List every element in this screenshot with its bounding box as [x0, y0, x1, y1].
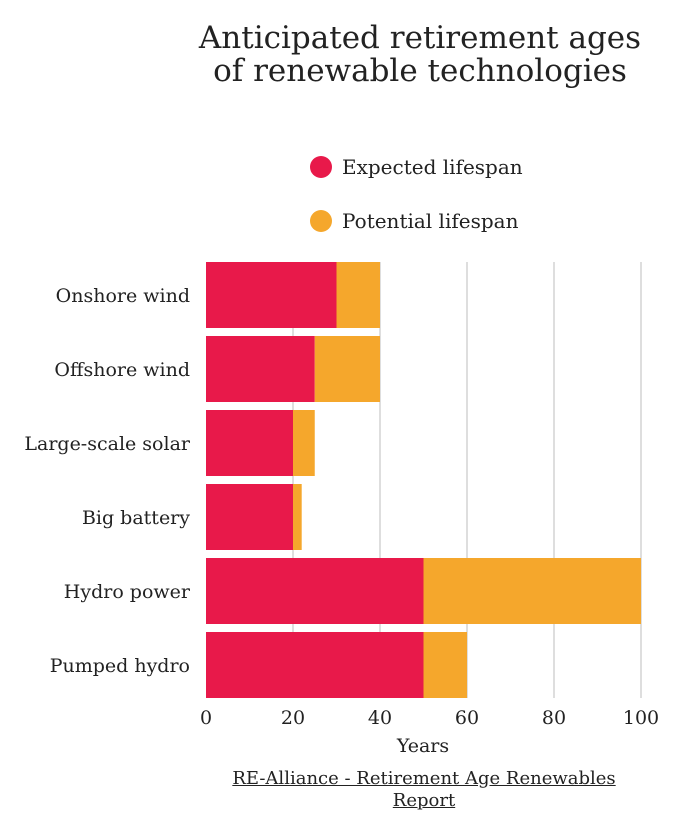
bars	[206, 262, 641, 698]
bar-expected-1	[206, 336, 315, 402]
source-link[interactable]: RE-Alliance - Retirement Age Renewables …	[232, 768, 616, 811]
category-label: Offshore wind	[54, 359, 190, 381]
bar-expected-4	[206, 558, 424, 624]
bar-potential-0	[336, 262, 380, 328]
x-axis-label: Years	[396, 735, 449, 757]
x-tick-label: 100	[623, 707, 659, 729]
legend-label-expected: Expected lifespan	[342, 155, 523, 179]
x-tick-label: 80	[542, 707, 566, 729]
bar-expected-2	[206, 410, 293, 476]
legend-item-potential: Potential lifespan	[310, 209, 518, 233]
bar-expected-0	[206, 262, 337, 328]
category-label: Pumped hydro	[50, 655, 190, 677]
x-tick-label: 20	[281, 707, 305, 729]
category-labels: Onshore wind Offshore wind Large-scale sol…	[24, 285, 191, 677]
legend-label-potential: Potential lifespan	[342, 209, 519, 233]
legend-swatch-expected	[310, 156, 332, 178]
bar-potential-5	[423, 632, 467, 698]
x-tick-label: 60	[455, 707, 479, 729]
bar-potential-3	[293, 484, 302, 550]
category-label: Big battery	[82, 507, 190, 529]
bar-potential-1	[314, 336, 380, 402]
legend-swatch-potential	[310, 210, 332, 232]
bar-expected-5	[206, 632, 424, 698]
x-tick-label: 0	[200, 707, 212, 729]
gridlines	[292, 262, 642, 698]
bar-potential-2	[293, 410, 315, 476]
x-tick-label: 40	[368, 707, 392, 729]
category-label: Onshore wind	[56, 285, 190, 307]
bar-expected-3	[206, 484, 293, 550]
bar-potential-4	[423, 558, 641, 624]
category-label: Large-scale solar	[24, 433, 191, 455]
x-tick-labels: 0 20 40 60 80 100	[200, 707, 659, 729]
legend-item-expected: Expected lifespan	[310, 155, 523, 179]
chart-title: Anticipated retirement ages of renewable…	[198, 20, 642, 89]
category-label: Hydro power	[64, 581, 191, 603]
